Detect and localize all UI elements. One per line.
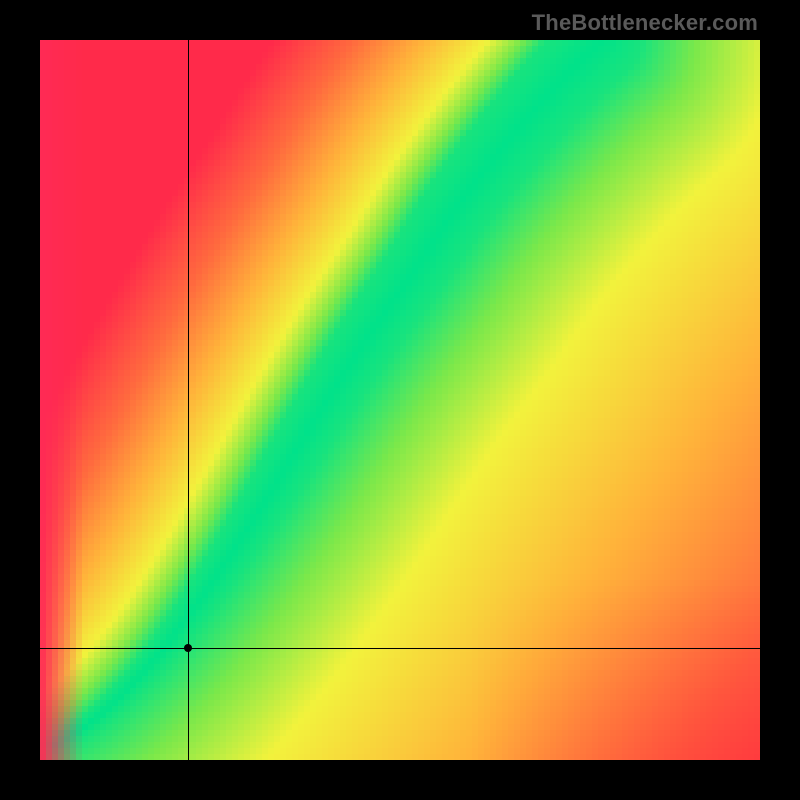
crosshair-marker-dot [184,644,192,652]
watermark-text: TheBottlenecker.com [532,10,758,36]
chart-container: TheBottlenecker.com [0,0,800,800]
crosshair-horizontal [40,648,760,649]
heatmap-canvas [40,40,760,760]
